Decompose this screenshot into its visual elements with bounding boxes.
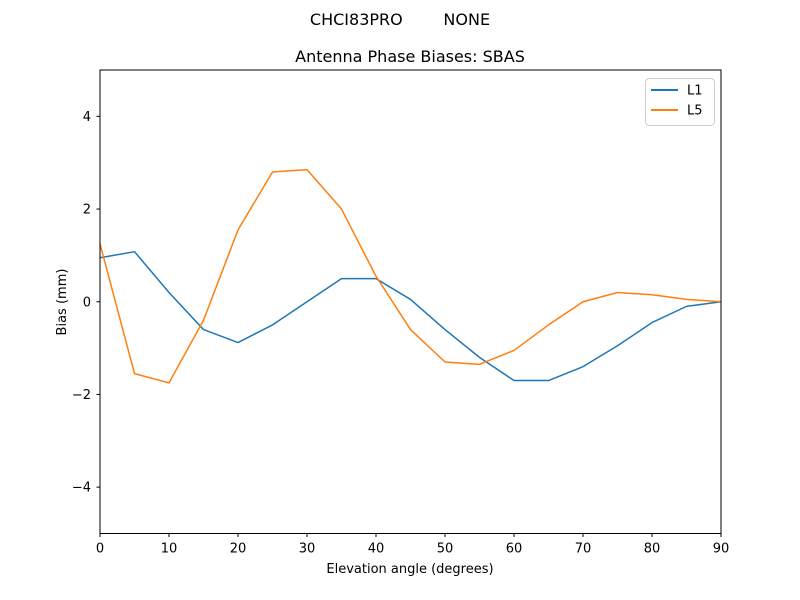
legend-label-l1: L1 <box>687 84 703 99</box>
series-line-l1 <box>99 250 722 382</box>
y-axis-label: Bias (mm) <box>55 269 70 336</box>
data-lines <box>99 168 722 384</box>
suptitle: CHCI83PRO NONE <box>310 10 490 29</box>
chart-title: Antenna Phase Biases: SBAS <box>295 47 525 66</box>
y-tick-label: 4 <box>83 110 91 125</box>
x-tick-label: 50 <box>437 542 454 557</box>
legend: L1 L5 <box>645 78 715 126</box>
x-tick-label: 40 <box>368 542 385 557</box>
x-tick-label: 0 <box>96 542 104 557</box>
x-tick-label: 30 <box>299 542 316 557</box>
legend-box <box>645 78 715 126</box>
x-axis-label: Elevation angle (degrees) <box>326 562 493 577</box>
y-tick-label: 0 <box>83 295 91 310</box>
x-tick-label: 70 <box>575 542 592 557</box>
legend-label-l5: L5 <box>687 104 703 119</box>
x-tick-label: 20 <box>230 542 247 557</box>
x-tick-label: 90 <box>713 542 730 557</box>
axis-ticks: 0 10 20 30 40 50 60 70 80 90 −4 −2 0 2 4 <box>72 110 729 557</box>
plot-border <box>99 69 722 534</box>
x-tick-label: 10 <box>161 542 178 557</box>
y-tick-label: −2 <box>72 388 91 403</box>
y-tick-label: 2 <box>83 203 91 218</box>
y-tick-label: −4 <box>72 481 91 496</box>
series-line-l5 <box>99 168 722 384</box>
x-tick-label: 60 <box>506 542 523 557</box>
x-tick-label: 80 <box>644 542 661 557</box>
